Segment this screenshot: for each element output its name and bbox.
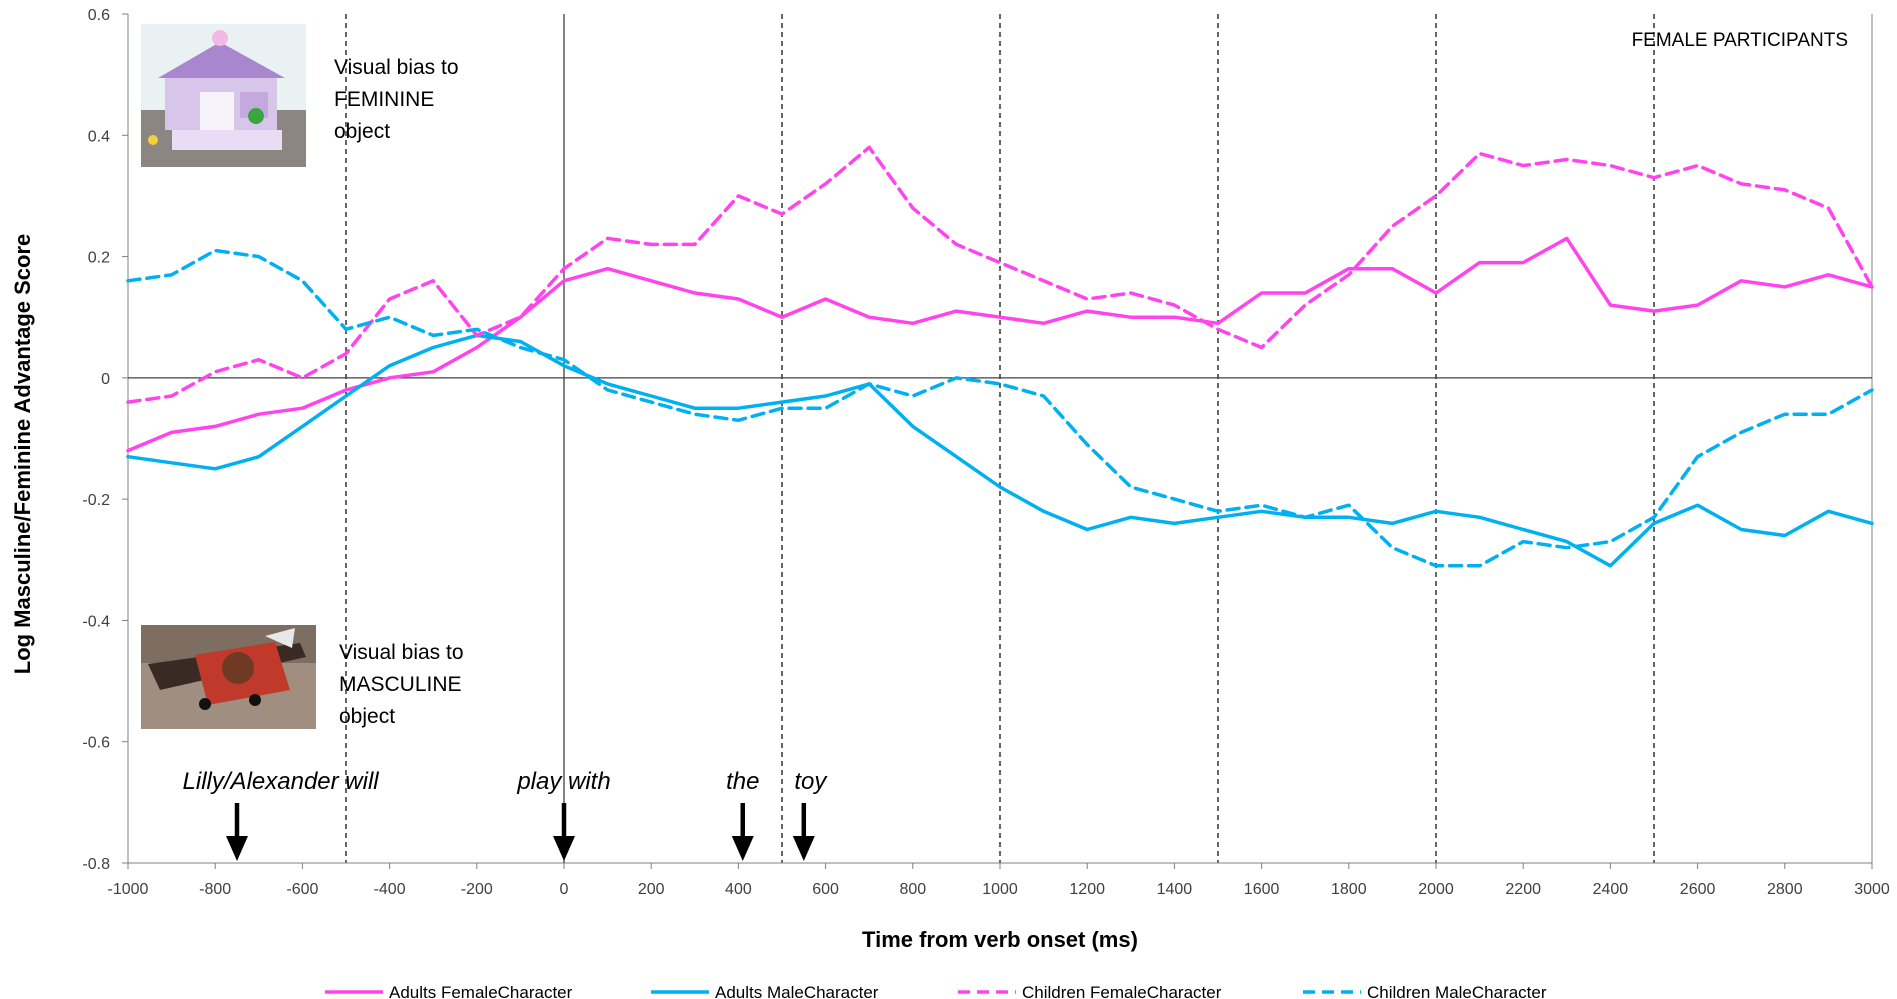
x-tick-label: 2000 — [1418, 881, 1454, 898]
feminine-object-image — [141, 24, 306, 167]
word-arrow-head — [553, 836, 575, 861]
legend-label: Children FemaleCharacter — [1022, 983, 1222, 999]
x-tick-label: 200 — [638, 881, 665, 898]
feminine-bias-line-3: object — [334, 120, 390, 143]
series-line — [126, 236, 1874, 453]
x-axis-title: Time from verb onset (ms) — [862, 927, 1138, 952]
x-tick-label: -200 — [461, 881, 493, 898]
panel-title: FEMALE PARTICIPANTS — [1632, 30, 1848, 51]
x-tick-label: 1600 — [1244, 881, 1280, 898]
x-tick-label: 1800 — [1331, 881, 1367, 898]
sentence-words: Lilly/Alexander will play with the toy — [183, 768, 828, 861]
x-tick-label: 2400 — [1593, 881, 1629, 898]
y-tick-label: 0.6 — [88, 7, 110, 24]
x-tick-label: 1400 — [1157, 881, 1193, 898]
x-tick-label: 1200 — [1069, 881, 1105, 898]
x-tick-label: -400 — [374, 881, 406, 898]
series-lines — [126, 145, 1874, 568]
sentence-word: the — [726, 768, 759, 795]
y-tick-label: 0.4 — [88, 128, 110, 145]
x-tick-label: -600 — [286, 881, 318, 898]
y-tick-label: -0.4 — [82, 613, 110, 630]
y-tick-label: -0.2 — [82, 492, 110, 509]
feminine-bias-line-1: Visual bias to — [334, 56, 459, 79]
x-tick-label: 3000 — [1854, 881, 1890, 898]
masculine-bias-line-2: MASCULINE — [339, 673, 462, 696]
y-tick-label: 0 — [101, 371, 110, 388]
legend-label: Adults FemaleCharacter — [389, 983, 573, 999]
series-line — [126, 248, 1874, 568]
x-tick-label: 600 — [812, 881, 839, 898]
masculine-bias-line-1: Visual bias to — [339, 641, 464, 664]
word-arrow-head — [226, 836, 248, 861]
sentence-word: toy — [794, 768, 828, 795]
legend: Adults FemaleCharacter Adults MaleCharact… — [325, 983, 1547, 999]
x-tick-label: 2800 — [1767, 881, 1803, 898]
reference-lines — [345, 14, 1655, 863]
y-tick-label: -0.6 — [82, 735, 110, 752]
y-tick-label: 0.2 — [88, 250, 110, 267]
x-tick-label: -800 — [199, 881, 231, 898]
sentence-word: play with — [516, 768, 610, 795]
series-line — [126, 145, 1874, 404]
x-tick-label: 800 — [899, 881, 926, 898]
y-axis-title: Log Masculine/Feminine Advantage Score — [10, 234, 35, 675]
x-tick-label: 400 — [725, 881, 752, 898]
masculine-bias-line-3: object — [339, 705, 395, 728]
feminine-bias-line-2: FEMININE — [334, 88, 434, 111]
series-line — [126, 333, 1874, 568]
x-tick-label: -1000 — [108, 881, 149, 898]
masculine-object-image — [141, 625, 316, 729]
axes: -1000 -800 -600 -400 -200 0 200 400 600 800 1000 12… — [82, 7, 1889, 898]
word-arrow-head — [731, 836, 754, 861]
y-tick-label: -0.8 — [82, 856, 110, 873]
legend-label: Children MaleCharacter — [1367, 983, 1547, 999]
x-tick-label: 0 — [560, 881, 569, 898]
sentence-word: Lilly/Alexander will — [183, 768, 380, 795]
legend-label: Adults MaleCharacter — [715, 983, 879, 999]
word-arrow-head — [792, 836, 815, 861]
x-tick-label: 2200 — [1505, 881, 1541, 898]
x-tick-label: 2600 — [1680, 881, 1716, 898]
x-tick-label: 1000 — [982, 881, 1018, 898]
